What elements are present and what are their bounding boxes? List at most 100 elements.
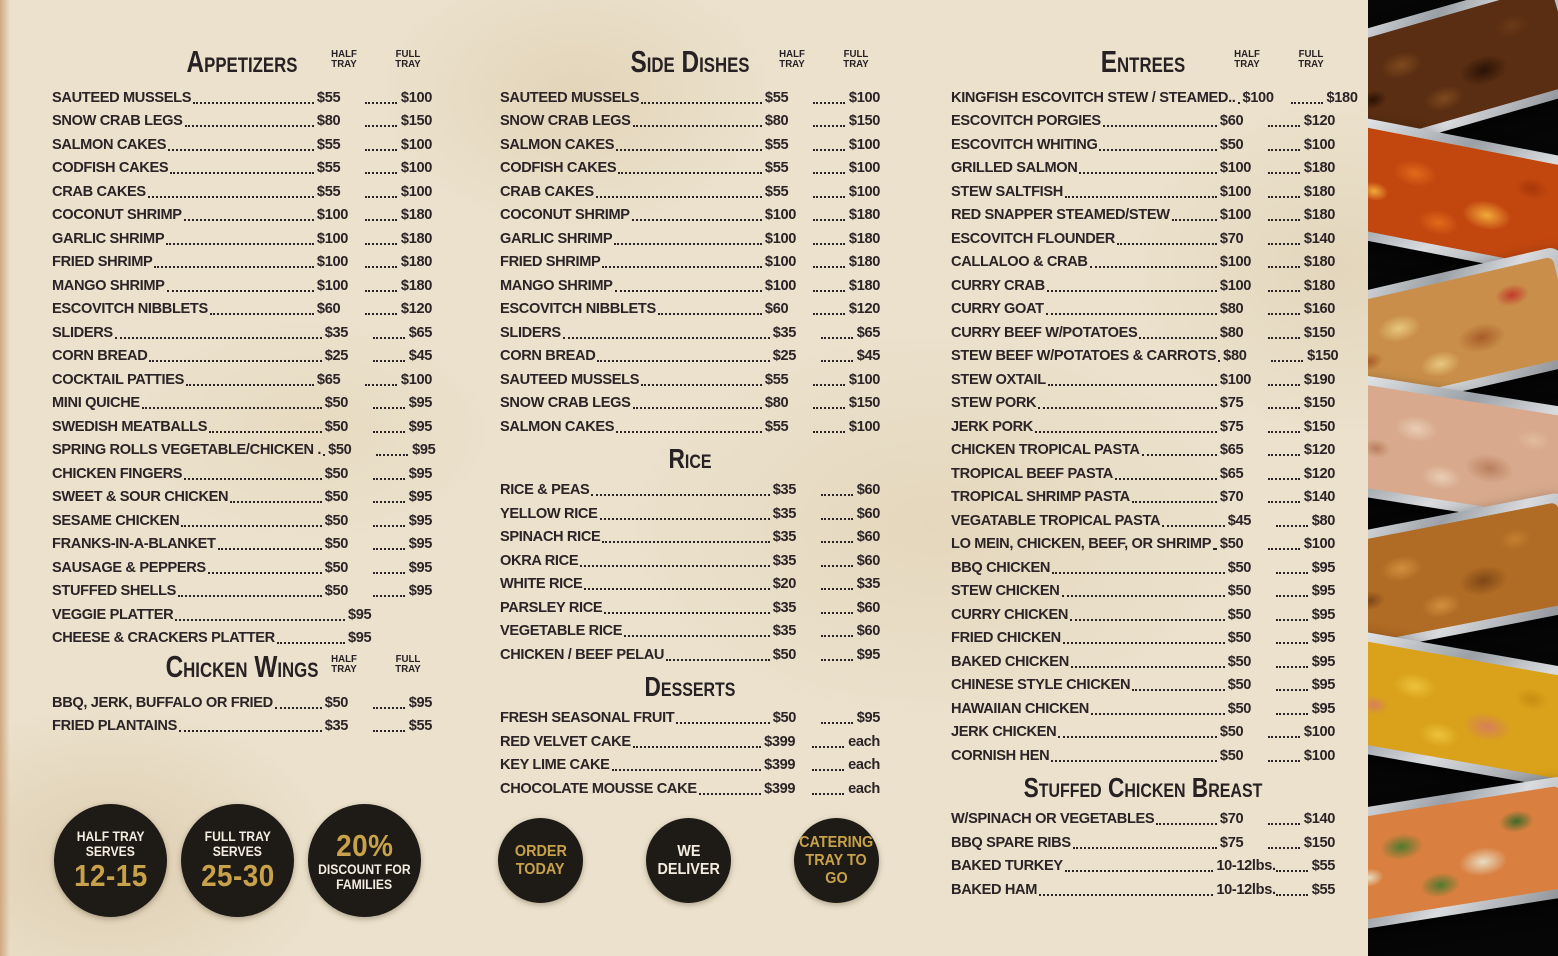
full-tray-price: $60 <box>856 505 881 522</box>
full-tray-price: $120 <box>1303 465 1335 482</box>
menu-item-row: PARSLEY RICE $35 $60 <box>500 595 880 619</box>
dot-leader <box>676 722 770 724</box>
item-name: STUFFED SHELLS <box>52 583 177 599</box>
full-tray-price: $100 <box>1303 536 1335 552</box>
menu-item-row: BBQ, JERK, BUFFALO OR FRIED $50 $95 <box>52 690 432 714</box>
full-tray-price: $95 <box>408 512 433 529</box>
half-tray-price: $35 <box>772 482 797 498</box>
dot-leader-2 <box>364 383 397 386</box>
dot-leader-2 <box>812 195 845 198</box>
dot-leader <box>616 148 762 151</box>
menu-item-row: MINI QUICHE $50 $95 <box>52 391 432 415</box>
menu-item-row: CODFISH CAKES $55 $100 <box>52 156 432 180</box>
item-name: STEW SALTFISH <box>951 183 1063 200</box>
half-tray-price: $100 <box>1242 89 1274 106</box>
item-name: FRIED CHICKEN <box>951 630 1061 646</box>
full-tray-price: $60 <box>856 623 881 639</box>
menu-item-row: SAUTEED MUSSELS $55 $100 <box>500 85 880 109</box>
tray-header-line: TRAY <box>1234 58 1260 70</box>
menu-column-middle: Side Dishes HALF TRAY FULL TRAY SAUTEED MUSSE… <box>500 44 880 800</box>
dot-leader <box>599 517 770 520</box>
menu-item-row: ESCOVITCH NIBBLETS $60 $120 <box>52 297 432 321</box>
dot-leader-2 <box>364 125 397 127</box>
item-name: SLIDERS <box>500 324 561 341</box>
half-tray-price: $75 <box>1219 834 1244 851</box>
half-tray-price: $50 <box>324 559 349 576</box>
dot-leader <box>149 360 322 362</box>
dot-leader-2 <box>372 477 405 480</box>
dot-leader-2 <box>1275 524 1308 527</box>
half-tray-price: $50 <box>324 418 349 435</box>
section-header: Rice <box>500 443 880 477</box>
dot-leader-2 <box>1267 313 1300 315</box>
dot-leader-2 <box>364 148 397 151</box>
dot-leader <box>1046 289 1217 292</box>
half-tray-price: $50 <box>1219 136 1244 153</box>
dot-leader <box>1070 618 1225 621</box>
full-tray-column-header: FULL TRAY <box>386 49 430 70</box>
section-header: Stuffed Chicken Breast <box>951 772 1335 806</box>
full-tray-column-header: FULL TRAY <box>834 49 878 70</box>
dot-leader-2 <box>372 524 405 527</box>
item-name: BAKED TURKEY <box>951 858 1063 874</box>
menu-item-row: BBQ CHICKEN $50 $95 <box>951 555 1335 579</box>
full-tray-price: each <box>848 780 880 797</box>
full-tray-price: $100 <box>400 371 432 388</box>
dot-leader <box>595 195 762 198</box>
half-tray-price: $95 <box>348 606 372 623</box>
full-tray-price: $95 <box>1311 700 1336 717</box>
item-name: STEW PORK <box>951 395 1037 411</box>
half-tray-price: $55 <box>316 183 341 200</box>
dot-leader <box>616 430 762 433</box>
dot-leader-2 <box>364 242 397 245</box>
half-tray-price: $65 <box>1219 465 1244 482</box>
dot-leader-2 <box>820 564 853 567</box>
full-tray-price: $120 <box>1303 442 1335 458</box>
half-tray-price: $100 <box>316 207 348 223</box>
tray-header-line: TRAY <box>395 58 421 70</box>
full-tray-price: $60 <box>856 529 881 545</box>
menu-item-row: CRAB CAKES $55 $100 <box>52 179 432 203</box>
menu-item-row: CURRY BEEF W/POTATOES $80 $150 <box>951 320 1335 344</box>
item-name: SAUTEED MUSSELS <box>500 89 640 106</box>
dot-leader <box>631 219 762 221</box>
badge-text-line: 20% <box>335 828 394 863</box>
dot-leader-2 <box>1267 501 1300 503</box>
menu-item-row: TROPICAL SHRIMP PASTA $70 $140 <box>951 485 1335 509</box>
dot-leader <box>184 477 322 480</box>
item-name: WHITE RICE <box>500 576 583 592</box>
dot-leader-2 <box>1271 360 1304 362</box>
half-tray-price: $80 <box>764 395 789 411</box>
half-tray-price: $100 <box>316 230 348 247</box>
menu-item-row: ESCOVITCH WHITING $50 $100 <box>951 132 1335 156</box>
dot-leader <box>602 266 762 268</box>
full-tray-price: $150 <box>1303 324 1335 341</box>
menu-item-row: SNOW CRAB LEGS $80 $150 <box>52 109 432 133</box>
item-name: COCKTAIL PATTIES <box>52 371 184 388</box>
full-tray-price: $180 <box>400 230 432 247</box>
full-tray-price: $55 <box>1311 881 1336 898</box>
dot-leader-2 <box>1267 125 1300 127</box>
half-tray-price: $100 <box>764 254 796 270</box>
half-tray-price: $100 <box>1219 371 1251 388</box>
dot-leader <box>168 148 314 151</box>
dot-leader-2 <box>812 792 845 795</box>
half-tray-price: $80 <box>1219 301 1244 317</box>
item-name: SNOW CRAB LEGS <box>500 395 631 411</box>
dot-leader <box>611 769 762 771</box>
item-name: TROPICAL BEEF PASTA <box>951 465 1113 482</box>
badge-text-line: TODAY <box>516 860 565 878</box>
item-name: BBQ CHICKEN <box>951 559 1051 576</box>
menu-item-row: CURRY CHICKEN $50 $95 <box>951 602 1335 626</box>
tray-food <box>1368 785 1558 923</box>
dot-leader-2 <box>364 219 397 221</box>
full-tray-price: $95 <box>408 559 433 576</box>
half-tray-price: $55 <box>316 160 341 176</box>
dot-leader-2 <box>812 383 845 386</box>
menu-item-row: MANGO SHRIMP $100 $180 <box>500 273 880 297</box>
dot-leader-2 <box>364 101 397 104</box>
full-tray-price: $95 <box>408 694 433 711</box>
menu-item-row: SNOW CRAB LEGS $80 $150 <box>500 109 880 133</box>
badge-text-line: DELIVER <box>657 860 720 878</box>
